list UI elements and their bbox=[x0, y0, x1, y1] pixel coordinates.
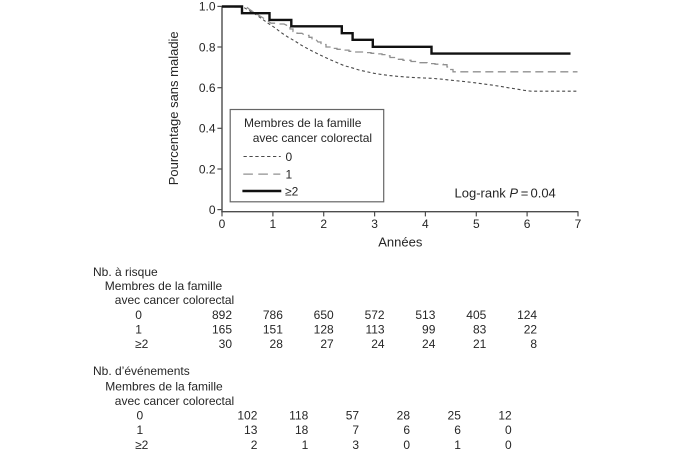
svg-text:405: 405 bbox=[466, 308, 486, 322]
svg-text:7: 7 bbox=[575, 217, 582, 231]
svg-text:Membres de la famille: Membres de la famille bbox=[105, 279, 223, 293]
svg-text:0.6: 0.6 bbox=[199, 81, 216, 95]
svg-text:99: 99 bbox=[422, 322, 436, 336]
svg-text:0: 0 bbox=[219, 217, 226, 231]
svg-text:786: 786 bbox=[263, 308, 283, 322]
svg-text:1: 1 bbox=[137, 423, 144, 437]
svg-text:1: 1 bbox=[135, 322, 142, 336]
svg-text:1: 1 bbox=[302, 438, 309, 452]
svg-text:0.8: 0.8 bbox=[199, 40, 216, 54]
svg-text:3: 3 bbox=[352, 438, 359, 452]
svg-text:27: 27 bbox=[320, 337, 334, 351]
svg-text:≥2: ≥2 bbox=[135, 438, 149, 452]
svg-text:Nb. à risque: Nb. à risque bbox=[93, 265, 158, 279]
svg-text:572: 572 bbox=[365, 308, 385, 322]
svg-text:892: 892 bbox=[212, 308, 232, 322]
svg-text:0: 0 bbox=[505, 423, 512, 437]
svg-text:151: 151 bbox=[263, 322, 283, 336]
svg-text:57: 57 bbox=[346, 409, 360, 423]
svg-text:5: 5 bbox=[473, 217, 480, 231]
svg-text:13: 13 bbox=[244, 423, 258, 437]
svg-text:128: 128 bbox=[314, 322, 334, 336]
svg-text:6: 6 bbox=[403, 423, 410, 437]
svg-text:0.4: 0.4 bbox=[199, 122, 216, 136]
svg-text:1: 1 bbox=[286, 168, 293, 182]
svg-text:28: 28 bbox=[270, 337, 284, 351]
svg-text:avec cancer colorectal: avec cancer colorectal bbox=[253, 131, 372, 145]
svg-text:6: 6 bbox=[454, 423, 461, 437]
svg-text:0: 0 bbox=[505, 438, 512, 452]
svg-text:28: 28 bbox=[397, 409, 411, 423]
svg-text:0: 0 bbox=[209, 203, 216, 217]
svg-text:24: 24 bbox=[422, 337, 436, 351]
svg-text:Nb. d’événements: Nb. d’événements bbox=[93, 364, 190, 378]
svg-text:118: 118 bbox=[289, 409, 308, 423]
svg-text:124: 124 bbox=[517, 308, 537, 322]
svg-text:513: 513 bbox=[415, 308, 435, 322]
svg-text:102: 102 bbox=[237, 409, 257, 423]
svg-text:113: 113 bbox=[365, 322, 384, 336]
svg-text:2: 2 bbox=[320, 217, 327, 231]
svg-text:7: 7 bbox=[352, 423, 359, 437]
svg-text:0: 0 bbox=[137, 409, 144, 423]
svg-text:2: 2 bbox=[251, 438, 258, 452]
svg-text:1: 1 bbox=[270, 217, 277, 231]
svg-text:650: 650 bbox=[314, 308, 334, 322]
svg-text:6: 6 bbox=[524, 217, 531, 231]
svg-text:1.0: 1.0 bbox=[199, 0, 216, 14]
svg-text:0: 0 bbox=[286, 150, 293, 164]
svg-text:18: 18 bbox=[295, 423, 309, 437]
svg-text:24: 24 bbox=[371, 337, 385, 351]
svg-text:Années: Années bbox=[378, 235, 423, 250]
svg-text:≥2: ≥2 bbox=[285, 184, 299, 198]
svg-text:4: 4 bbox=[422, 217, 429, 231]
svg-text:≥2: ≥2 bbox=[135, 337, 149, 351]
svg-text:3: 3 bbox=[371, 217, 378, 231]
svg-text:Membres de la famille: Membres de la famille bbox=[244, 116, 362, 130]
svg-text:0: 0 bbox=[403, 438, 410, 452]
svg-text:1: 1 bbox=[454, 438, 461, 452]
svg-text:0: 0 bbox=[135, 308, 142, 322]
svg-text:25: 25 bbox=[448, 409, 462, 423]
svg-text:83: 83 bbox=[473, 322, 487, 336]
svg-text:30: 30 bbox=[219, 337, 233, 351]
svg-text:12: 12 bbox=[498, 409, 512, 423]
svg-text:21: 21 bbox=[473, 337, 487, 351]
svg-text:165: 165 bbox=[212, 322, 232, 336]
svg-text:Membres de la famille: Membres de la famille bbox=[105, 379, 223, 393]
svg-text:Pourcentage sans maladie: Pourcentage sans maladie bbox=[166, 31, 181, 185]
svg-text:Log-rank P=0.04: Log-rank P = 0.04 bbox=[455, 185, 556, 200]
svg-text:avec cancer colorectal: avec cancer colorectal bbox=[115, 293, 234, 307]
svg-text:0.2: 0.2 bbox=[199, 162, 216, 176]
svg-text:avec cancer colorectal: avec cancer colorectal bbox=[115, 394, 234, 408]
svg-text:22: 22 bbox=[524, 322, 538, 336]
svg-text:8: 8 bbox=[530, 337, 537, 351]
